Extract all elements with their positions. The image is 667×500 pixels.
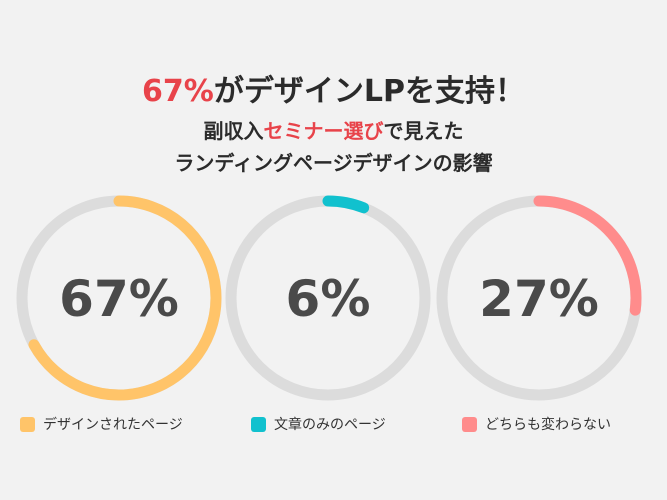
donut-chart-1: 67% [16, 195, 222, 401]
subtitle-before: 副収入 [203, 119, 264, 143]
legend-label-2: 文章のみのページ [274, 417, 386, 433]
donut-chart-3: 27% [436, 195, 642, 401]
headline-accent: 67% [142, 74, 214, 109]
donut-value-1: 67% [59, 270, 179, 328]
subtitle-line1: 副収入セミナー選びで見えた [0, 115, 667, 144]
subtitle-after: で見えた [383, 119, 464, 143]
donut-arc-1 [28, 195, 222, 401]
donut-chart-2: 6% [225, 195, 431, 401]
subtitle-accent: セミナー選び [263, 119, 384, 143]
headline: 67%がデザインLPを支持！ [0, 66, 667, 110]
legend-swatch-3 [462, 416, 477, 432]
donut-value-3: 27% [479, 270, 599, 328]
donut-value-2: 6% [286, 270, 371, 328]
legend-label-3: どちらも変わらない [485, 417, 611, 433]
legend-label-1: デザインされたページ [43, 417, 183, 433]
headline-rest: がデザインLPを支持！ [213, 74, 525, 109]
legend-swatch-1 [20, 416, 35, 432]
legend-item-2: 文章のみのページ [251, 414, 386, 434]
legend-swatch-2 [251, 416, 266, 432]
subtitle-line2: ランディングページデザインの影響 [174, 151, 493, 175]
legend-item-1: デザインされたページ [20, 414, 183, 434]
donut-arc-3 [533, 195, 642, 316]
donut-arc-2 [322, 195, 370, 214]
legend-item-3: どちらも変わらない [462, 414, 611, 434]
